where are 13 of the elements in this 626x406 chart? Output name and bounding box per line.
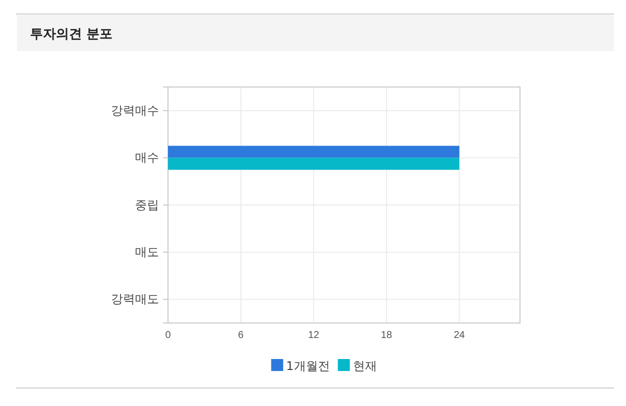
y-tick-label: 강력매수: [111, 103, 159, 118]
x-tick-label: 0: [165, 330, 172, 342]
y-tick-label: 매도: [135, 245, 159, 260]
x-tick-label: 24: [454, 330, 466, 342]
x-tick-label: 12: [308, 330, 320, 342]
x-tick-label: 18: [380, 330, 392, 342]
legend-label: 현재: [352, 359, 377, 373]
y-tick-label: 매수: [135, 150, 159, 165]
y-tick-label: 중립: [135, 198, 159, 212]
y-tick-label: 강력매도: [111, 292, 159, 306]
legend-label: 1개월전: [286, 359, 330, 373]
chart-title: 투자의견 분포: [30, 27, 113, 42]
x-tick-label: 6: [238, 330, 244, 342]
